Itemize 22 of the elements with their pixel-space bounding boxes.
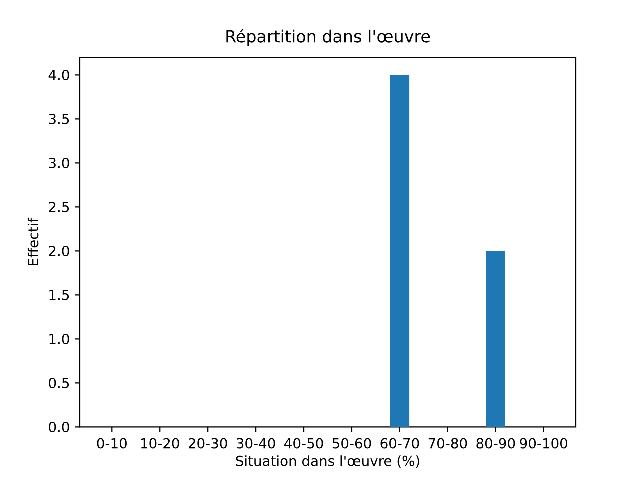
y-tick-label: 3.0 bbox=[49, 158, 70, 168]
x-tick-label: 70-80 bbox=[428, 438, 468, 449]
x-tick-label: 50-60 bbox=[332, 438, 372, 449]
y-tick-label: 0.5 bbox=[49, 378, 70, 388]
x-axis-title: Situation dans l'œuvre (%) bbox=[236, 456, 420, 468]
y-tick-label: 4.0 bbox=[48, 70, 70, 80]
x-tick-label: 10-20 bbox=[141, 438, 180, 449]
y-tick-label: 2.5 bbox=[49, 202, 70, 212]
x-tick-label: 60-70 bbox=[380, 438, 420, 449]
x-tick-label: 20-30 bbox=[188, 438, 228, 449]
y-tick-label: 1.5 bbox=[50, 290, 70, 300]
x-tick-label: 0-10 bbox=[97, 438, 127, 449]
y-axis-title: Effectif bbox=[28, 218, 39, 266]
x-tick-label: 80-90 bbox=[476, 438, 516, 449]
x-tick-label: 40-50 bbox=[284, 438, 324, 449]
y-tick-label: 2.0 bbox=[49, 246, 70, 256]
y-tick-label: 3.5 bbox=[49, 114, 70, 124]
y-tick-label: 0.0 bbox=[49, 422, 70, 432]
x-tick-label: 90-100 bbox=[520, 438, 568, 449]
x-tick-label: 30-40 bbox=[236, 438, 276, 449]
chart-title: Répartition dans l'œuvre bbox=[226, 29, 430, 46]
y-tick-label: 1.0 bbox=[50, 334, 70, 344]
